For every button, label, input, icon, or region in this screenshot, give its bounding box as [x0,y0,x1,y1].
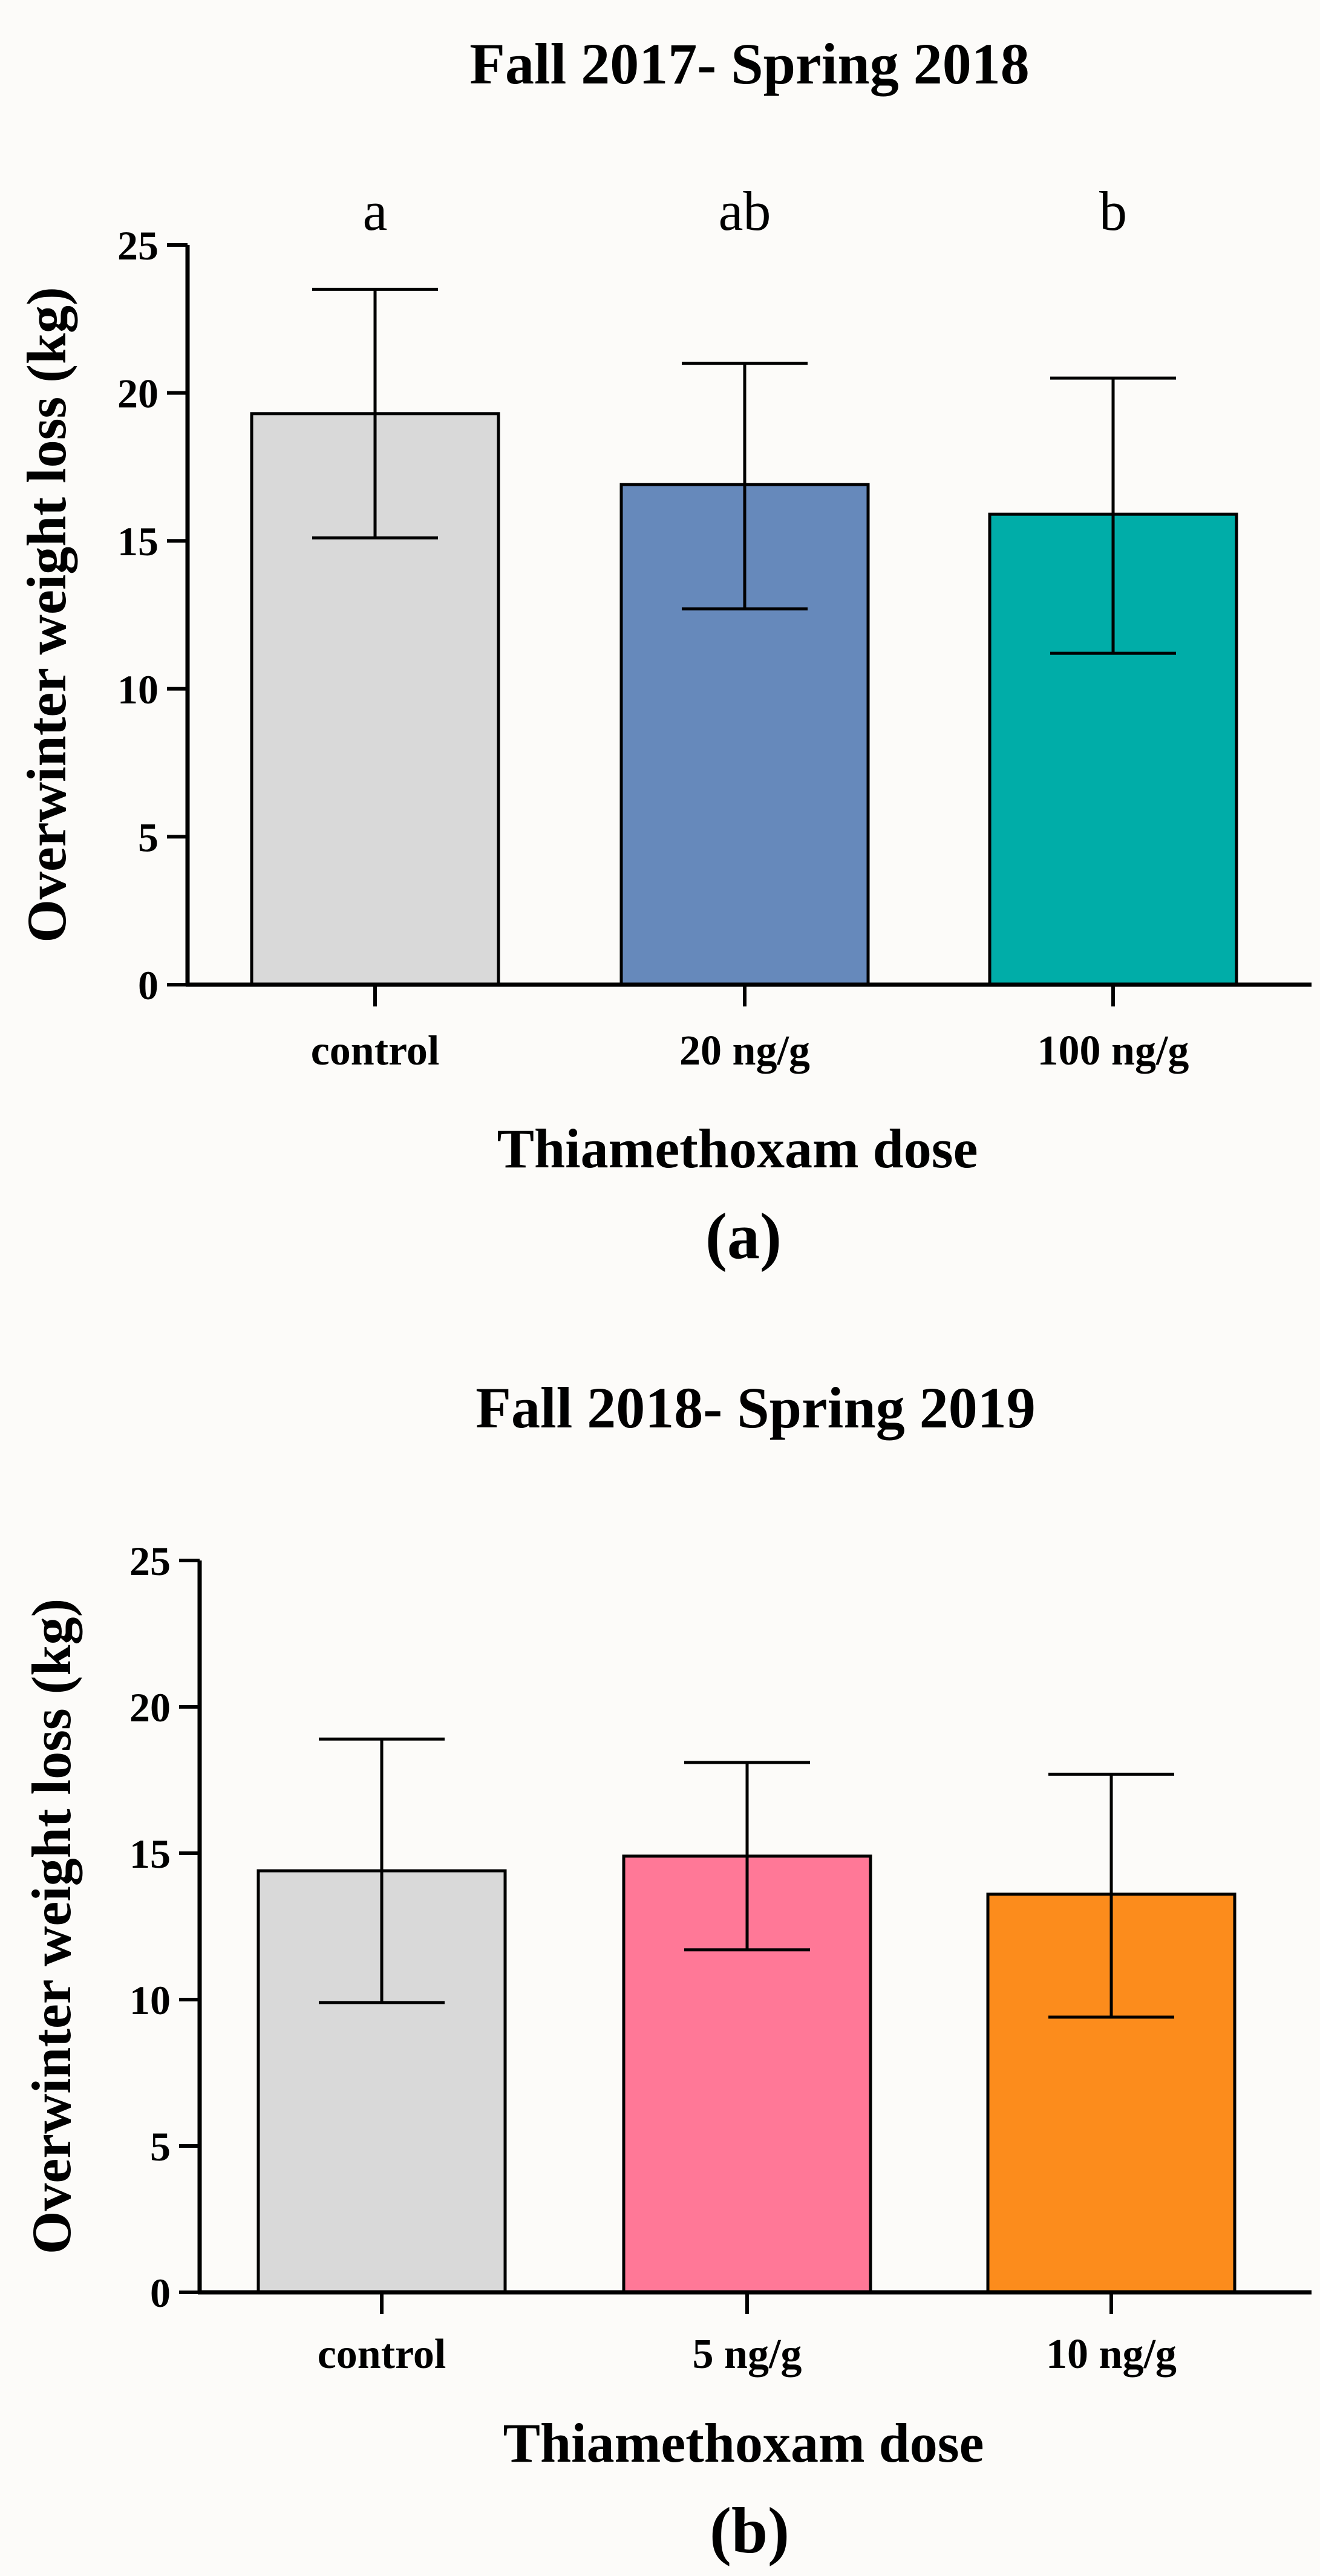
significance-letter-1: ab [719,180,771,242]
y-tick-label-4: 20 [129,1684,171,1730]
y-tick-label-1: 5 [138,814,158,860]
bar-0 [256,1869,507,2294]
y-tick-label-1: 5 [150,2124,171,2170]
y-axis-title: Overwinter weight loss (kg) [16,287,77,942]
y-tick-label-0: 0 [150,2270,171,2316]
x-tick-label-0: control [311,1028,440,1074]
panel-label: (b) [710,2495,789,2567]
x-tick-label-2: 10 ng/g [1046,2331,1177,2378]
y-tick-label-4: 20 [117,371,158,417]
y-tick-label-2: 10 [129,1977,171,2023]
panel-label: (a) [705,1201,782,1273]
y-tick-label-2: 10 [117,667,158,712]
y-tick-label-5: 25 [117,223,158,269]
y-tick-label-3: 15 [117,518,158,564]
x-tick-label-1: 20 ng/g [679,1028,810,1074]
y-tick-label-0: 0 [138,962,158,1008]
significance-letter-0: a [363,180,388,242]
x-axis-title: Thiamethoxam dose [503,2412,984,2474]
chart-title: Fall 2017- Spring 2018 [469,31,1029,96]
x-axis-title: Thiamethoxam dose [497,1118,978,1179]
y-tick-label-5: 25 [129,1538,171,1584]
y-axis-title: Overwinter weight loss (kg) [21,1599,82,2254]
x-tick-label-0: control [318,2331,446,2378]
chart-title: Fall 2018- Spring 2019 [475,1375,1035,1440]
x-tick-label-1: 5 ng/g [693,2331,802,2378]
y-tick-label-3: 15 [129,1831,171,1877]
x-tick-label-2: 100 ng/g [1037,1028,1189,1074]
significance-letter-2: b [1099,180,1127,242]
